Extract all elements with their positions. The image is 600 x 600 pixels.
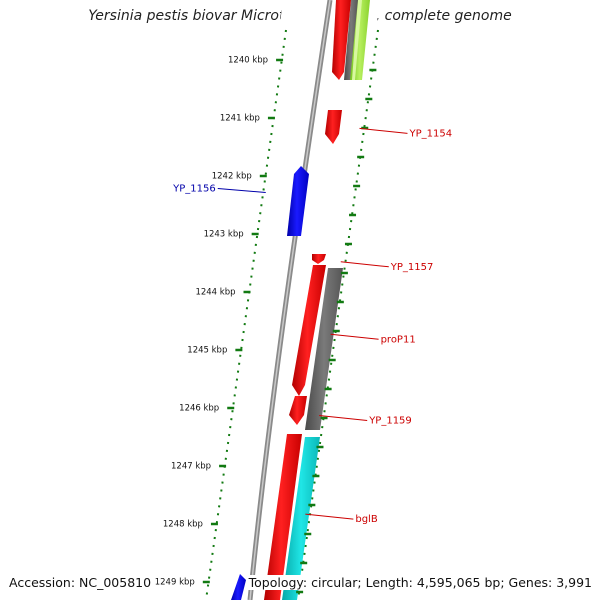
gene-label-YP_1154[interactable]: YP_1154	[408, 128, 452, 139]
gene-label-YP_1157[interactable]: YP_1157	[390, 262, 434, 273]
gene-label-leader-YP_1156	[217, 188, 266, 193]
topology-label: Topology: circular; Length: 4,595,065 bp…	[246, 575, 594, 590]
gene-feature-bglb[interactable]	[264, 434, 302, 600]
tick-label-1246: 1246 kbp	[179, 404, 219, 414]
gene-feature-yp1154-a[interactable]	[332, 0, 351, 80]
gene-feature-yp1159[interactable]	[289, 396, 307, 425]
gene-feature-bottom-blue[interactable]	[231, 574, 246, 600]
gene-labels: YP_1154 YP_1156 YP_1157 proP11 YP_1159 bglB	[172, 127, 452, 525]
gene-feature-yp1157[interactable]	[312, 254, 326, 264]
tick-label-1242: 1242 kbp	[212, 172, 252, 182]
feature-track-band	[205, 0, 380, 600]
gene-label-YP_1156[interactable]: YP_1156	[172, 184, 216, 195]
gene-label-YP_1159[interactable]: YP_1159	[368, 416, 412, 427]
tick-label-1243: 1243 kbp	[204, 230, 244, 240]
tick-label-1240: 1240 kbp	[228, 56, 268, 66]
gene-label-proP11[interactable]: proP11	[381, 334, 416, 345]
gene-label-bglB[interactable]: bglB	[355, 514, 377, 525]
accession-label: Accession: NC_005810	[7, 575, 154, 590]
tick-label-1248: 1248 kbp	[163, 520, 203, 530]
gene-feature-top-gray[interactable]	[344, 0, 358, 80]
gene-feature-prop11-gray[interactable]	[305, 268, 343, 430]
tick-label-1244: 1244 kbp	[195, 288, 235, 298]
tick-label-1245: 1245 kbp	[187, 346, 227, 356]
gene-label-leader-YP_1159	[319, 415, 368, 421]
gene-feature-prop11[interactable]	[292, 265, 326, 396]
gene-feature-bglb-cyan[interactable]	[282, 437, 320, 600]
tick-label-1249: 1249 kbp	[155, 578, 195, 588]
gene-feature-yp1154-b[interactable]	[325, 110, 342, 144]
gene-label-leader-YP_1157	[340, 261, 389, 268]
gene-label-leader-bglB	[305, 513, 354, 520]
tick-label-1247: 1247 kbp	[171, 462, 211, 472]
gene-feature-yp1156[interactable]	[287, 166, 309, 236]
scale-ticks: 1240 kbp 1241 kbp 1242 kbp 1243 kbp 1244 kbp…	[155, 56, 377, 594]
gene-label-leader-proP11	[330, 333, 379, 340]
genome-backbone-highlight	[249, 0, 331, 600]
tick-label-1241: 1241 kbp	[220, 114, 260, 124]
gene-label-leader-YP_1154	[359, 127, 408, 134]
